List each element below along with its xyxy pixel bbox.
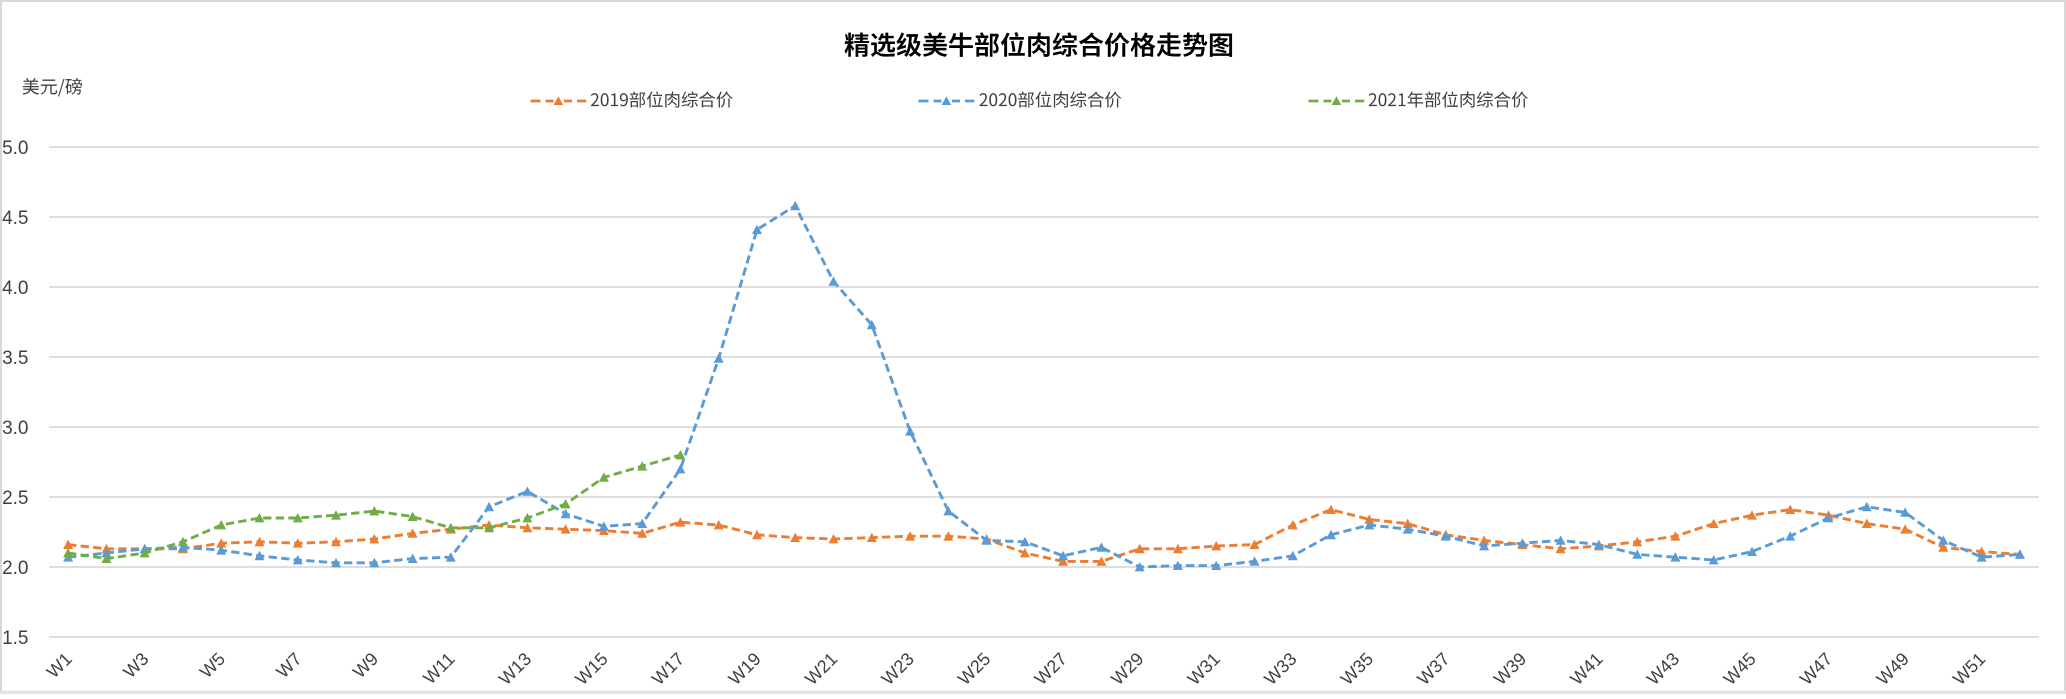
svg-text:2.5: 2.5 (2, 488, 28, 509)
svg-text:3.5: 3.5 (2, 348, 28, 369)
svg-text:3.0: 3.0 (2, 418, 28, 439)
svg-text:4.5: 4.5 (2, 208, 28, 229)
svg-text:4.0: 4.0 (2, 278, 28, 299)
svg-text:2.0: 2.0 (2, 558, 28, 579)
svg-text:1.5: 1.5 (2, 628, 28, 649)
svg-text:5.0: 5.0 (2, 138, 28, 159)
